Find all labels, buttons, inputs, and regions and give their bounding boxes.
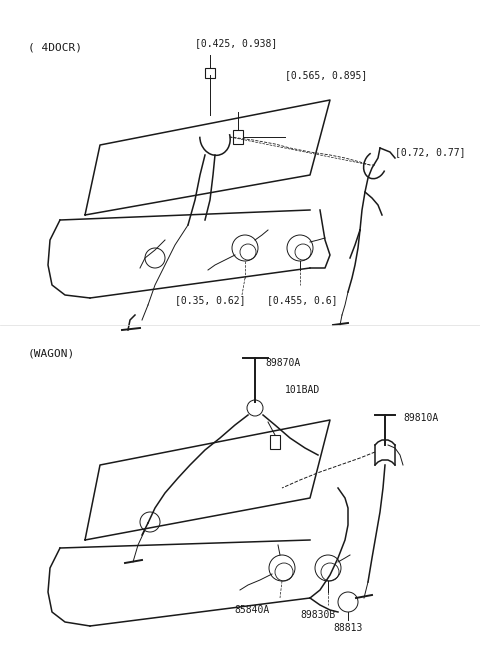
FancyBboxPatch shape [205, 68, 215, 78]
Text: [0.72, 0.77]: [0.72, 0.77] [395, 147, 466, 157]
Text: 101BAD: 101BAD [285, 385, 320, 395]
Text: 89830B: 89830B [300, 610, 336, 620]
Text: 89810A: 89810A [403, 413, 438, 423]
Text: (WAGON): (WAGON) [28, 348, 75, 358]
Text: [0.455, 0.6]: [0.455, 0.6] [267, 295, 337, 305]
FancyBboxPatch shape [270, 435, 280, 449]
Text: [0.425, 0.938]: [0.425, 0.938] [195, 38, 277, 48]
Text: [0.565, 0.895]: [0.565, 0.895] [285, 70, 367, 80]
Text: 88813: 88813 [333, 623, 363, 633]
Text: 85840A: 85840A [234, 605, 270, 615]
Text: [0.35, 0.62]: [0.35, 0.62] [175, 295, 245, 305]
Text: 89870A: 89870A [265, 358, 300, 368]
Text: ( 4DOCR): ( 4DOCR) [28, 42, 82, 52]
FancyBboxPatch shape [233, 130, 243, 144]
